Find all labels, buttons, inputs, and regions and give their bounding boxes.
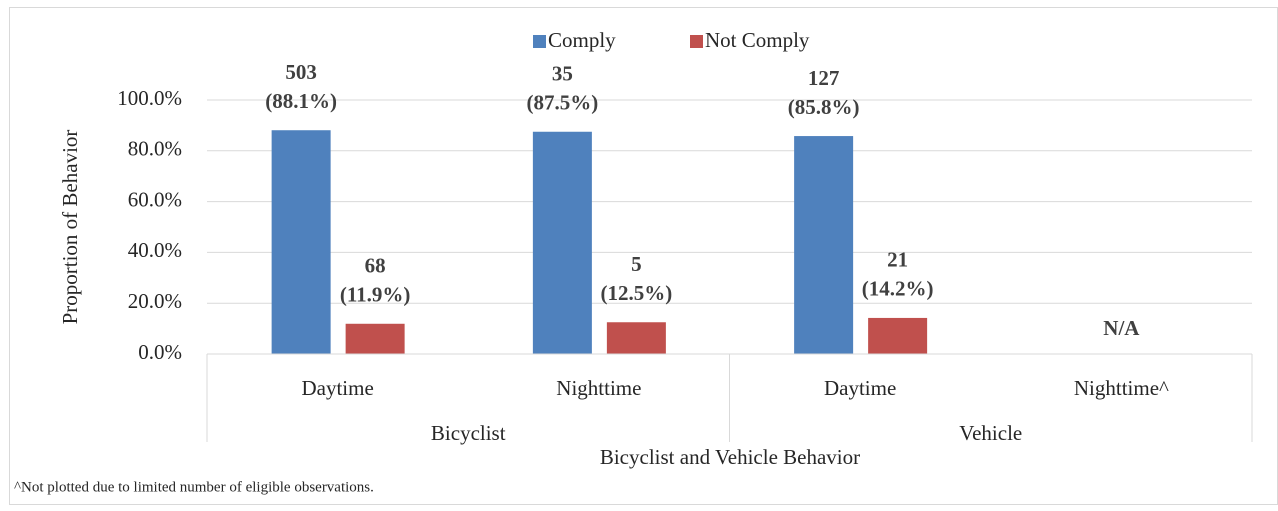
y-tick-label: 40.0%	[128, 238, 182, 262]
data-label: (87.5%)	[527, 91, 599, 115]
data-label-count: 21	[887, 248, 908, 272]
legend-swatch	[690, 35, 703, 48]
x-axis-title: Bicyclist and Vehicle Behavior	[600, 445, 860, 469]
group-label: Bicyclist	[431, 421, 506, 445]
footnote: ^Not plotted due to limited number of el…	[14, 479, 374, 495]
data-label-count: 35	[552, 62, 573, 86]
data-label: (11.9%)	[340, 283, 411, 307]
y-tick-label: 100.0%	[117, 86, 182, 110]
legend-swatch	[533, 35, 546, 48]
bar	[794, 136, 854, 354]
x-tick-label: Nighttime^	[1074, 376, 1169, 400]
bar	[606, 322, 666, 354]
y-axis-title: Proportion of Behavior	[58, 130, 82, 325]
data-label: (85.8%)	[788, 95, 860, 119]
data-label: (12.5%)	[601, 281, 673, 305]
data-label-count: 503	[285, 60, 317, 84]
bar	[345, 323, 405, 354]
x-tick-label: Daytime	[824, 376, 896, 400]
bar	[532, 131, 592, 354]
chart-border	[9, 7, 1278, 505]
data-label: (14.2%)	[862, 277, 934, 301]
annotation: N/A	[1103, 316, 1140, 340]
group-label: Vehicle	[959, 421, 1022, 445]
y-tick-label: 20.0%	[128, 289, 182, 313]
bar	[868, 317, 928, 354]
data-label: (88.1%)	[265, 89, 337, 113]
y-tick-label: 0.0%	[138, 340, 182, 364]
data-label-count: 68	[365, 254, 386, 278]
legend-label: Comply	[548, 28, 616, 52]
data-label-count: 5	[631, 252, 642, 276]
x-tick-label: Daytime	[301, 376, 373, 400]
bar	[271, 130, 331, 354]
x-tick-label: Nighttime	[556, 376, 641, 400]
legend-label: Not Comply	[705, 28, 810, 52]
y-tick-label: 60.0%	[128, 187, 182, 211]
data-label-count: 127	[808, 66, 840, 90]
y-tick-label: 80.0%	[128, 137, 182, 161]
